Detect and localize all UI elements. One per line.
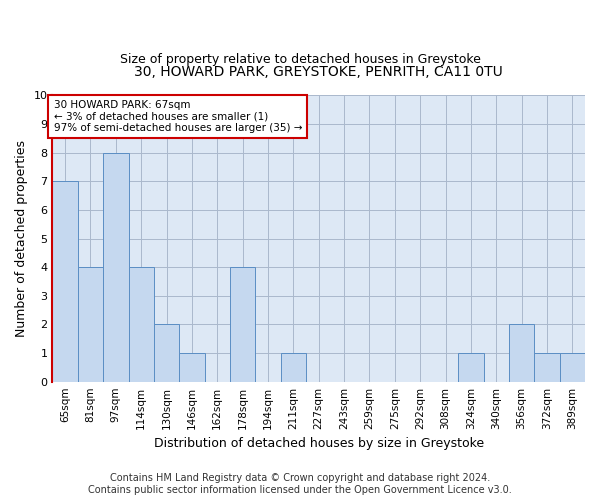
Bar — [534, 353, 560, 382]
Bar — [281, 353, 306, 382]
Bar — [128, 267, 154, 382]
Bar — [52, 182, 78, 382]
Bar — [103, 152, 128, 382]
Text: Size of property relative to detached houses in Greystoke: Size of property relative to detached ho… — [119, 52, 481, 66]
Y-axis label: Number of detached properties: Number of detached properties — [15, 140, 28, 337]
Bar — [154, 324, 179, 382]
Title: 30, HOWARD PARK, GREYSTOKE, PENRITH, CA11 0TU: 30, HOWARD PARK, GREYSTOKE, PENRITH, CA1… — [134, 65, 503, 79]
Text: 30 HOWARD PARK: 67sqm
← 3% of detached houses are smaller (1)
97% of semi-detach: 30 HOWARD PARK: 67sqm ← 3% of detached h… — [53, 100, 302, 133]
Bar — [230, 267, 256, 382]
Bar — [458, 353, 484, 382]
Bar — [179, 353, 205, 382]
X-axis label: Distribution of detached houses by size in Greystoke: Distribution of detached houses by size … — [154, 437, 484, 450]
Bar — [78, 267, 103, 382]
Bar — [509, 324, 534, 382]
Bar — [560, 353, 585, 382]
Text: Contains HM Land Registry data © Crown copyright and database right 2024.
Contai: Contains HM Land Registry data © Crown c… — [88, 474, 512, 495]
